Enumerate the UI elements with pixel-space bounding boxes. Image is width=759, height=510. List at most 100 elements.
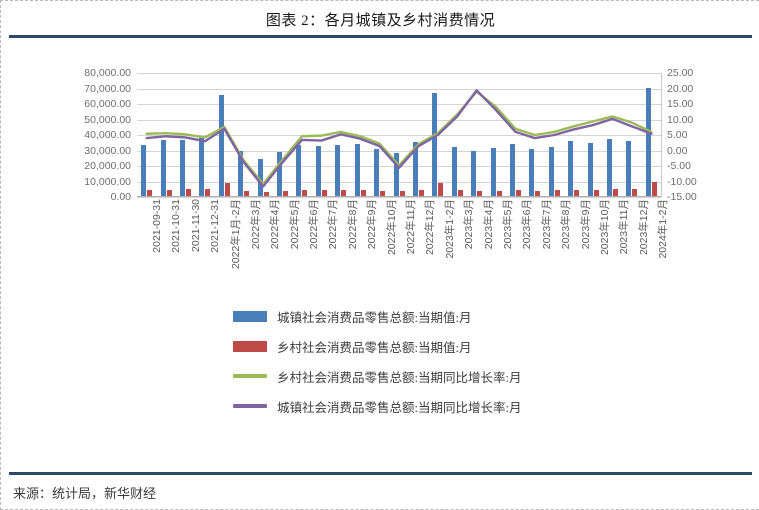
x-axis-tick-label: 2023年3月	[463, 199, 476, 250]
x-axis-tick-label: 2022年10月	[385, 199, 398, 256]
x-axis-tick-label: 2023年12月	[637, 199, 650, 256]
bar-rural-retail	[457, 190, 463, 197]
bar-rural-retail	[612, 189, 618, 197]
right-axis: -15.00 -10.00 -5.00 0.00 5.00 10.00 15.00 20.00…	[667, 67, 737, 203]
legend-item-label: 城镇社会消费品零售总额:当期同比增长率:月	[277, 400, 522, 415]
bar-urban-retail	[548, 146, 554, 197]
right-axis-tick-label: 10.00	[667, 113, 694, 126]
bar-urban-retail	[257, 159, 263, 197]
legend-item-label: 城镇社会消费品零售总额:当期值:月	[277, 310, 472, 325]
x-axis-tick-label: 2023年8月	[560, 199, 573, 250]
right-axis-tick-label: 0.00	[667, 144, 688, 157]
x-axis-tick-label: 2021-12-31	[208, 199, 221, 253]
line-urban-growth	[145, 89, 653, 188]
bar-urban-retail	[141, 145, 147, 197]
x-axis-tick-label: 2021-10-31	[170, 199, 183, 253]
x-axis-tick-label: 2023年5月	[502, 199, 515, 250]
x-axis-tick-label: 2023年9月	[579, 199, 592, 250]
bar-urban-retail	[180, 139, 186, 197]
plot-area	[137, 73, 661, 198]
x-axis-tick-label: 2022年4月	[269, 199, 282, 250]
bar-rural-retail	[166, 189, 172, 197]
bar-rural-retail	[302, 190, 308, 197]
left-axis-tick-label: 0.00	[110, 191, 131, 203]
bar-urban-retail	[160, 140, 166, 197]
bar-urban-retail	[277, 152, 283, 197]
bar-rural-retail	[321, 190, 327, 197]
bar-rural-retail	[593, 189, 599, 197]
bar-rural-retail	[496, 190, 502, 197]
right-axis-tick-label: -15.00	[667, 191, 697, 203]
left-axis-tick-label: 70,000.00	[84, 82, 131, 95]
legend-item-label: 乡村社会消费品零售总额:当期值:月	[277, 340, 472, 355]
legend-item[interactable]: 乡村社会消费品零售总额:当期值:月	[233, 331, 693, 361]
x-axis-tick-label: 2023年7月	[540, 199, 553, 250]
legend-swatch-line-icon	[233, 374, 267, 378]
bar-urban-retail	[315, 145, 321, 197]
x-axis-tick-label: 2022年9月	[366, 199, 379, 250]
bar-rural-retail	[263, 191, 269, 197]
bar-urban-retail	[238, 151, 244, 197]
x-axis-tick-label: 2023年11月	[618, 199, 631, 255]
legend-swatch-line-icon	[233, 404, 267, 408]
bar-urban-retail	[199, 137, 205, 197]
bar-rural-retail	[515, 189, 521, 197]
right-axis-tick-label: -5.00	[667, 160, 691, 172]
bar-rural-retail	[477, 190, 483, 197]
bar-rural-retail	[205, 188, 211, 197]
chart-plot-wrapper: 0.00 10,000.00 20,000.00 30,000.00 40,000.00…	[1, 45, 759, 465]
bar-urban-retail	[218, 95, 224, 197]
left-axis-tick-label: 60,000.00	[84, 98, 131, 110]
bar-rural-retail	[651, 182, 657, 197]
divider-top	[9, 35, 752, 38]
bar-rural-retail	[632, 189, 638, 197]
gridline	[137, 150, 661, 152]
x-axis-tick-label: 2023年6月	[521, 199, 534, 250]
x-axis-tick-label: 2023年1-2月	[443, 199, 456, 259]
legend-item[interactable]: 城镇社会消费品零售总额:当期同比增长率:月	[233, 391, 693, 421]
bar-rural-retail	[380, 190, 386, 197]
x-axis-tick-label: 2022年8月	[346, 199, 359, 250]
bar-rural-retail	[186, 189, 192, 197]
x-axis-tick-label: 2024年1-2月	[657, 199, 670, 259]
bar-rural-retail	[418, 189, 424, 197]
left-axis-tick-label: 30,000.00	[84, 144, 131, 157]
x-axis-tick-label: 2022年12月	[424, 199, 437, 256]
bar-urban-retail	[606, 138, 612, 197]
x-axis-tick-label: 2022年3月	[249, 199, 262, 250]
legend-item[interactable]: 城镇社会消费品零售总额:当期值:月	[233, 301, 693, 331]
legend-item-label: 乡村社会消费品零售总额:当期同比增长率:月	[277, 370, 522, 385]
right-axis-tick-label: 20.00	[667, 82, 694, 95]
bar-urban-retail	[471, 151, 477, 197]
gridline	[137, 88, 661, 90]
bar-rural-retail	[554, 190, 560, 197]
bar-urban-retail	[626, 141, 632, 197]
bar-urban-retail	[490, 148, 496, 197]
gridline	[137, 119, 661, 121]
right-axis-tick-label: -10.00	[667, 175, 697, 188]
right-axis-tick-label: 15.00	[667, 98, 694, 110]
page-title: 图表 2：各月城镇及乡村消费情况	[265, 13, 496, 29]
x-axis-tick-label: 2022年1月-2月	[230, 199, 243, 270]
right-axis-tick-label: 25.00	[667, 67, 694, 79]
x-axis-tick-label: 2022年5月	[288, 199, 301, 250]
bar-urban-retail	[568, 141, 574, 197]
gridline	[137, 197, 661, 198]
legend-item[interactable]: 乡村社会消费品零售总额:当期同比增长率:月	[233, 361, 693, 391]
left-axis-tick-label: 20,000.00	[84, 160, 131, 172]
bar-urban-retail	[645, 87, 651, 197]
left-axis-tick-label: 40,000.00	[84, 129, 131, 141]
bar-rural-retail	[244, 190, 250, 197]
x-axis-tick-label: 2021-09-31	[150, 199, 163, 253]
bar-rural-retail	[535, 190, 541, 197]
x-axis-tick-label: 2023年10月	[599, 199, 612, 256]
bar-urban-retail	[412, 141, 418, 197]
line-rural-growth	[145, 90, 653, 186]
x-axis-tick-label: 2023年4月	[482, 199, 495, 250]
bar-rural-retail	[399, 190, 405, 197]
divider-bottom	[9, 472, 752, 475]
gridline	[137, 104, 661, 105]
left-axis-tick-label: 10,000.00	[84, 175, 131, 188]
bar-rural-retail	[574, 189, 580, 197]
